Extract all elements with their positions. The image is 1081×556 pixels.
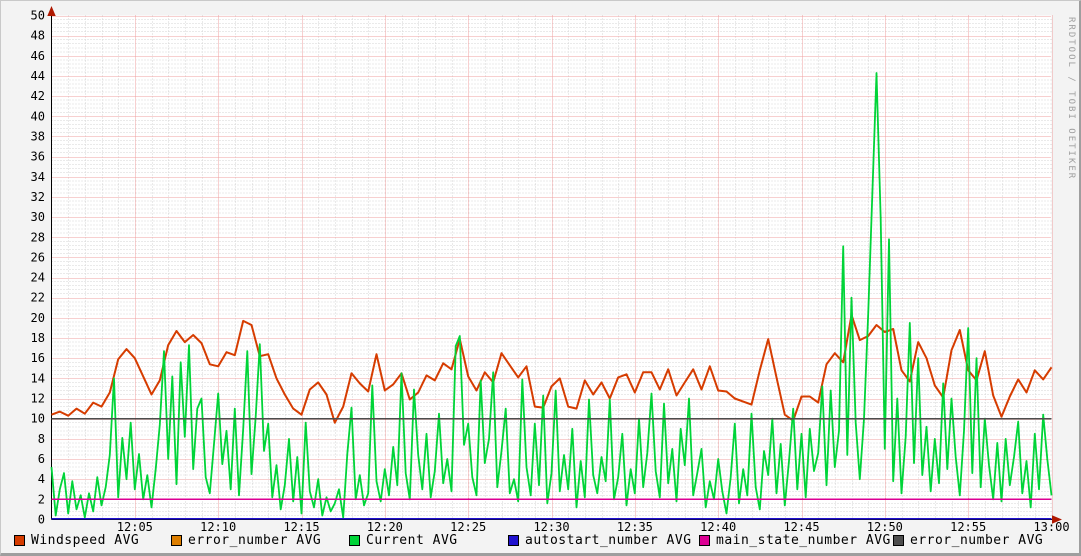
x-tick-label: 12:25: [450, 520, 486, 534]
y-tick-label: 24: [31, 271, 45, 285]
x-tick-label: 12:20: [367, 520, 403, 534]
y-tick-label: 32: [31, 190, 45, 204]
x-tick-label: 12:50: [867, 520, 903, 534]
y-tick-label: 22: [31, 291, 45, 305]
y-tick-label: 0: [38, 513, 45, 527]
y-tick-label: 14: [31, 371, 45, 385]
series-2-current-avg: [50, 72, 1053, 519]
x-axis-arrow-icon: [1052, 515, 1062, 524]
y-tick-label: 2: [38, 492, 45, 506]
y-tick-label: 44: [31, 69, 45, 83]
y-tick-label: 8: [38, 432, 45, 446]
y-tick-label: 28: [31, 230, 45, 244]
y-axis-arrow-icon: [47, 6, 56, 16]
series-0-windspeed-avg: [51, 313, 1053, 424]
x-tick-label: 12:05: [117, 520, 153, 534]
y-tick-label: 36: [31, 150, 45, 164]
plot-area: [51, 15, 1052, 520]
y-tick-label: 40: [31, 109, 45, 123]
y-tick-label: 42: [31, 89, 45, 103]
y-tick-label: 48: [31, 29, 45, 43]
y-tick-label: 38: [31, 129, 45, 143]
y-tick-label: 20: [31, 311, 45, 325]
y-tick-label: 46: [31, 49, 45, 63]
x-tick-label: 12:10: [200, 520, 236, 534]
y-tick-label: 34: [31, 170, 45, 184]
x-tick-label: 12:35: [617, 520, 653, 534]
y-tick-label: 12: [31, 392, 45, 406]
x-tick-label: 12:15: [283, 520, 319, 534]
y-tick-label: 18: [31, 331, 45, 345]
rrdtool-watermark: RRDTOOL / TOBI OETIKER: [1066, 17, 1076, 181]
y-tick-label: 26: [31, 250, 45, 264]
y-tick-label: 10: [31, 412, 45, 426]
x-tick-label: 13:00: [1033, 520, 1069, 534]
x-tick-label: 12:45: [783, 520, 819, 534]
y-tick-label: 50: [31, 9, 45, 23]
x-tick-label: 12:40: [700, 520, 736, 534]
y-tick-label: 30: [31, 210, 45, 224]
y-tick-label: 6: [38, 452, 45, 466]
y-tick-label: 16: [31, 351, 45, 365]
y-tick-label: 4: [38, 472, 45, 486]
x-tick-label: 12:55: [950, 520, 986, 534]
x-tick-label: 12:30: [533, 520, 569, 534]
